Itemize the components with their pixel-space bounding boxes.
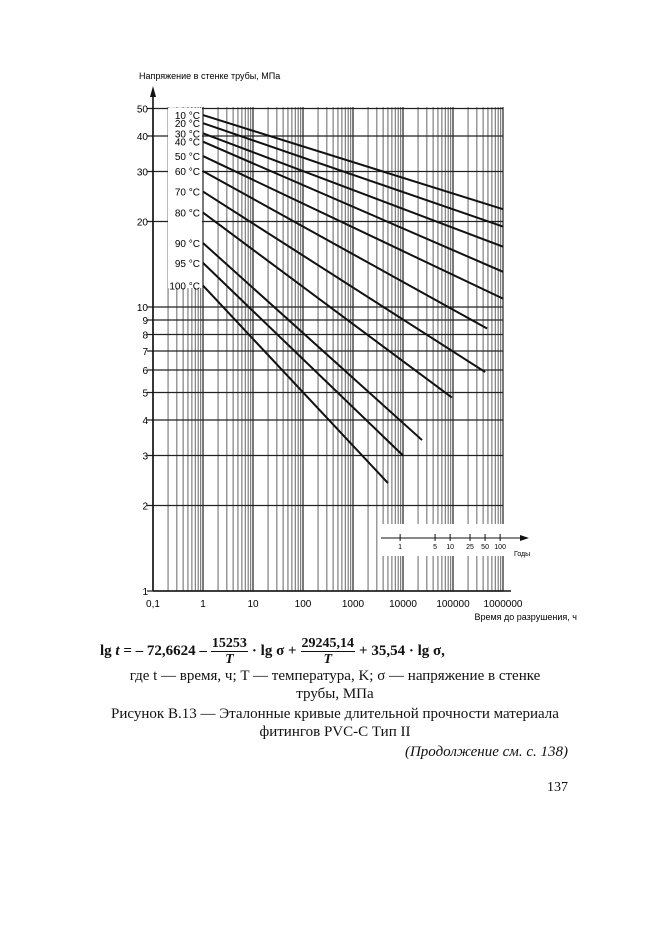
x-axis-title: Время до разрушения, ч — [474, 612, 577, 622]
y-axis-arrow-icon — [150, 86, 156, 97]
formula-part3: + 35,54 · lg σ, — [359, 643, 445, 659]
y-tick-label: 20 — [137, 218, 149, 229]
series-line-90c — [202, 242, 423, 441]
x-tick-label: 10 — [247, 599, 259, 610]
series-label: 10 °C — [175, 111, 200, 122]
formula-fraction-1: 15253 T — [210, 636, 248, 667]
formula-part1: = – 72,6624 – — [123, 643, 207, 659]
figure-caption-line2: фитингов PVC-C Тип II — [259, 724, 411, 740]
years-tick-label: 10 — [446, 544, 454, 551]
years-tick-label: 1 — [398, 544, 402, 551]
series-label: 95 °C — [175, 259, 200, 270]
series-line-70c — [202, 190, 486, 373]
series-label-box — [168, 108, 202, 288]
continuation-note: (Продолжение см. с. 138) — [404, 744, 568, 760]
series-label: 70 °C — [175, 188, 200, 199]
x-tick-label: 0,1 — [146, 599, 160, 610]
x-tick-label: 100000 — [436, 599, 470, 610]
years-tick-label: 5 — [433, 544, 437, 551]
y-tick-label: 10 — [137, 303, 149, 314]
x-tick-label: 100 — [295, 599, 312, 610]
y-tick-label: 7 — [142, 347, 148, 358]
years-tick-label: 100 — [494, 544, 506, 551]
series-line-40c — [202, 140, 504, 273]
series-line-10c — [202, 114, 504, 211]
y-tick-label: 8 — [142, 331, 148, 342]
series-line-50c — [202, 155, 504, 300]
series-label: 50 °C — [175, 152, 200, 163]
y-tick-label: 2 — [142, 502, 148, 513]
page-number: 137 — [547, 780, 568, 795]
series-line-80c — [202, 211, 453, 399]
formula-lhs: lg — [100, 643, 112, 659]
fraction-denominator: T — [323, 652, 333, 667]
y-tick-label: 50 — [137, 104, 149, 115]
years-axis-background — [380, 524, 515, 556]
y-tick-label: 4 — [142, 416, 148, 427]
fraction-denominator: T — [225, 652, 234, 667]
formula-lhs-var: t — [115, 643, 120, 659]
formula: lg t = – 72,6624 – 15253 T · lg σ + 29245… — [100, 636, 570, 667]
years-tick-label: 50 — [481, 544, 489, 551]
y-axis-title: Напряжение в стенке трубы, МПа — [139, 71, 280, 81]
x-tick-label: 10000 — [389, 599, 417, 610]
series-line-60c — [202, 170, 488, 330]
formula-fraction-2: 29245,14 T — [300, 636, 356, 667]
y-tick-label: 6 — [142, 366, 148, 377]
y-tick-label: 3 — [142, 451, 148, 462]
y-tick-label: 40 — [137, 132, 149, 143]
y-tick-label: 30 — [137, 167, 149, 178]
series-label: 60 °C — [175, 167, 200, 178]
y-tick-label: 1 — [142, 587, 148, 598]
fraction-numerator: 15253 — [210, 636, 248, 652]
y-tick-label: 5 — [142, 388, 148, 399]
x-tick-label: 1000000 — [484, 599, 523, 610]
formula-part2: · lg σ + — [251, 643, 297, 659]
years-axis-arrow-icon — [520, 535, 529, 541]
x-tick-label: 1 — [200, 599, 206, 610]
y-tick-label: 9 — [142, 316, 148, 327]
series-label: 30 °C — [175, 129, 200, 140]
series-label: 90 °C — [175, 239, 200, 250]
years-tick-label: 25 — [466, 544, 474, 551]
fraction-numerator: 29245,14 — [300, 636, 356, 652]
series-label: 20 °C — [175, 119, 200, 130]
series-label: 40 °C — [175, 138, 200, 149]
legend-text-line2: трубы, МПа — [296, 686, 374, 702]
series-line-100c — [202, 284, 389, 484]
x-tick-label: 1000 — [342, 599, 365, 610]
years-axis-label: Годы — [514, 551, 530, 558]
figure-caption-line1: Рисунок В.13 — Эталонные кривые длительн… — [111, 706, 559, 722]
series-label: 100 °C — [169, 282, 200, 293]
series-line-30c — [202, 132, 504, 248]
series-label: 80 °C — [175, 209, 200, 220]
series-line-20c — [202, 122, 504, 228]
series-line-95c — [202, 262, 404, 457]
legend-text-line1: где t — время, ч; T — температура, K; σ … — [129, 668, 541, 684]
